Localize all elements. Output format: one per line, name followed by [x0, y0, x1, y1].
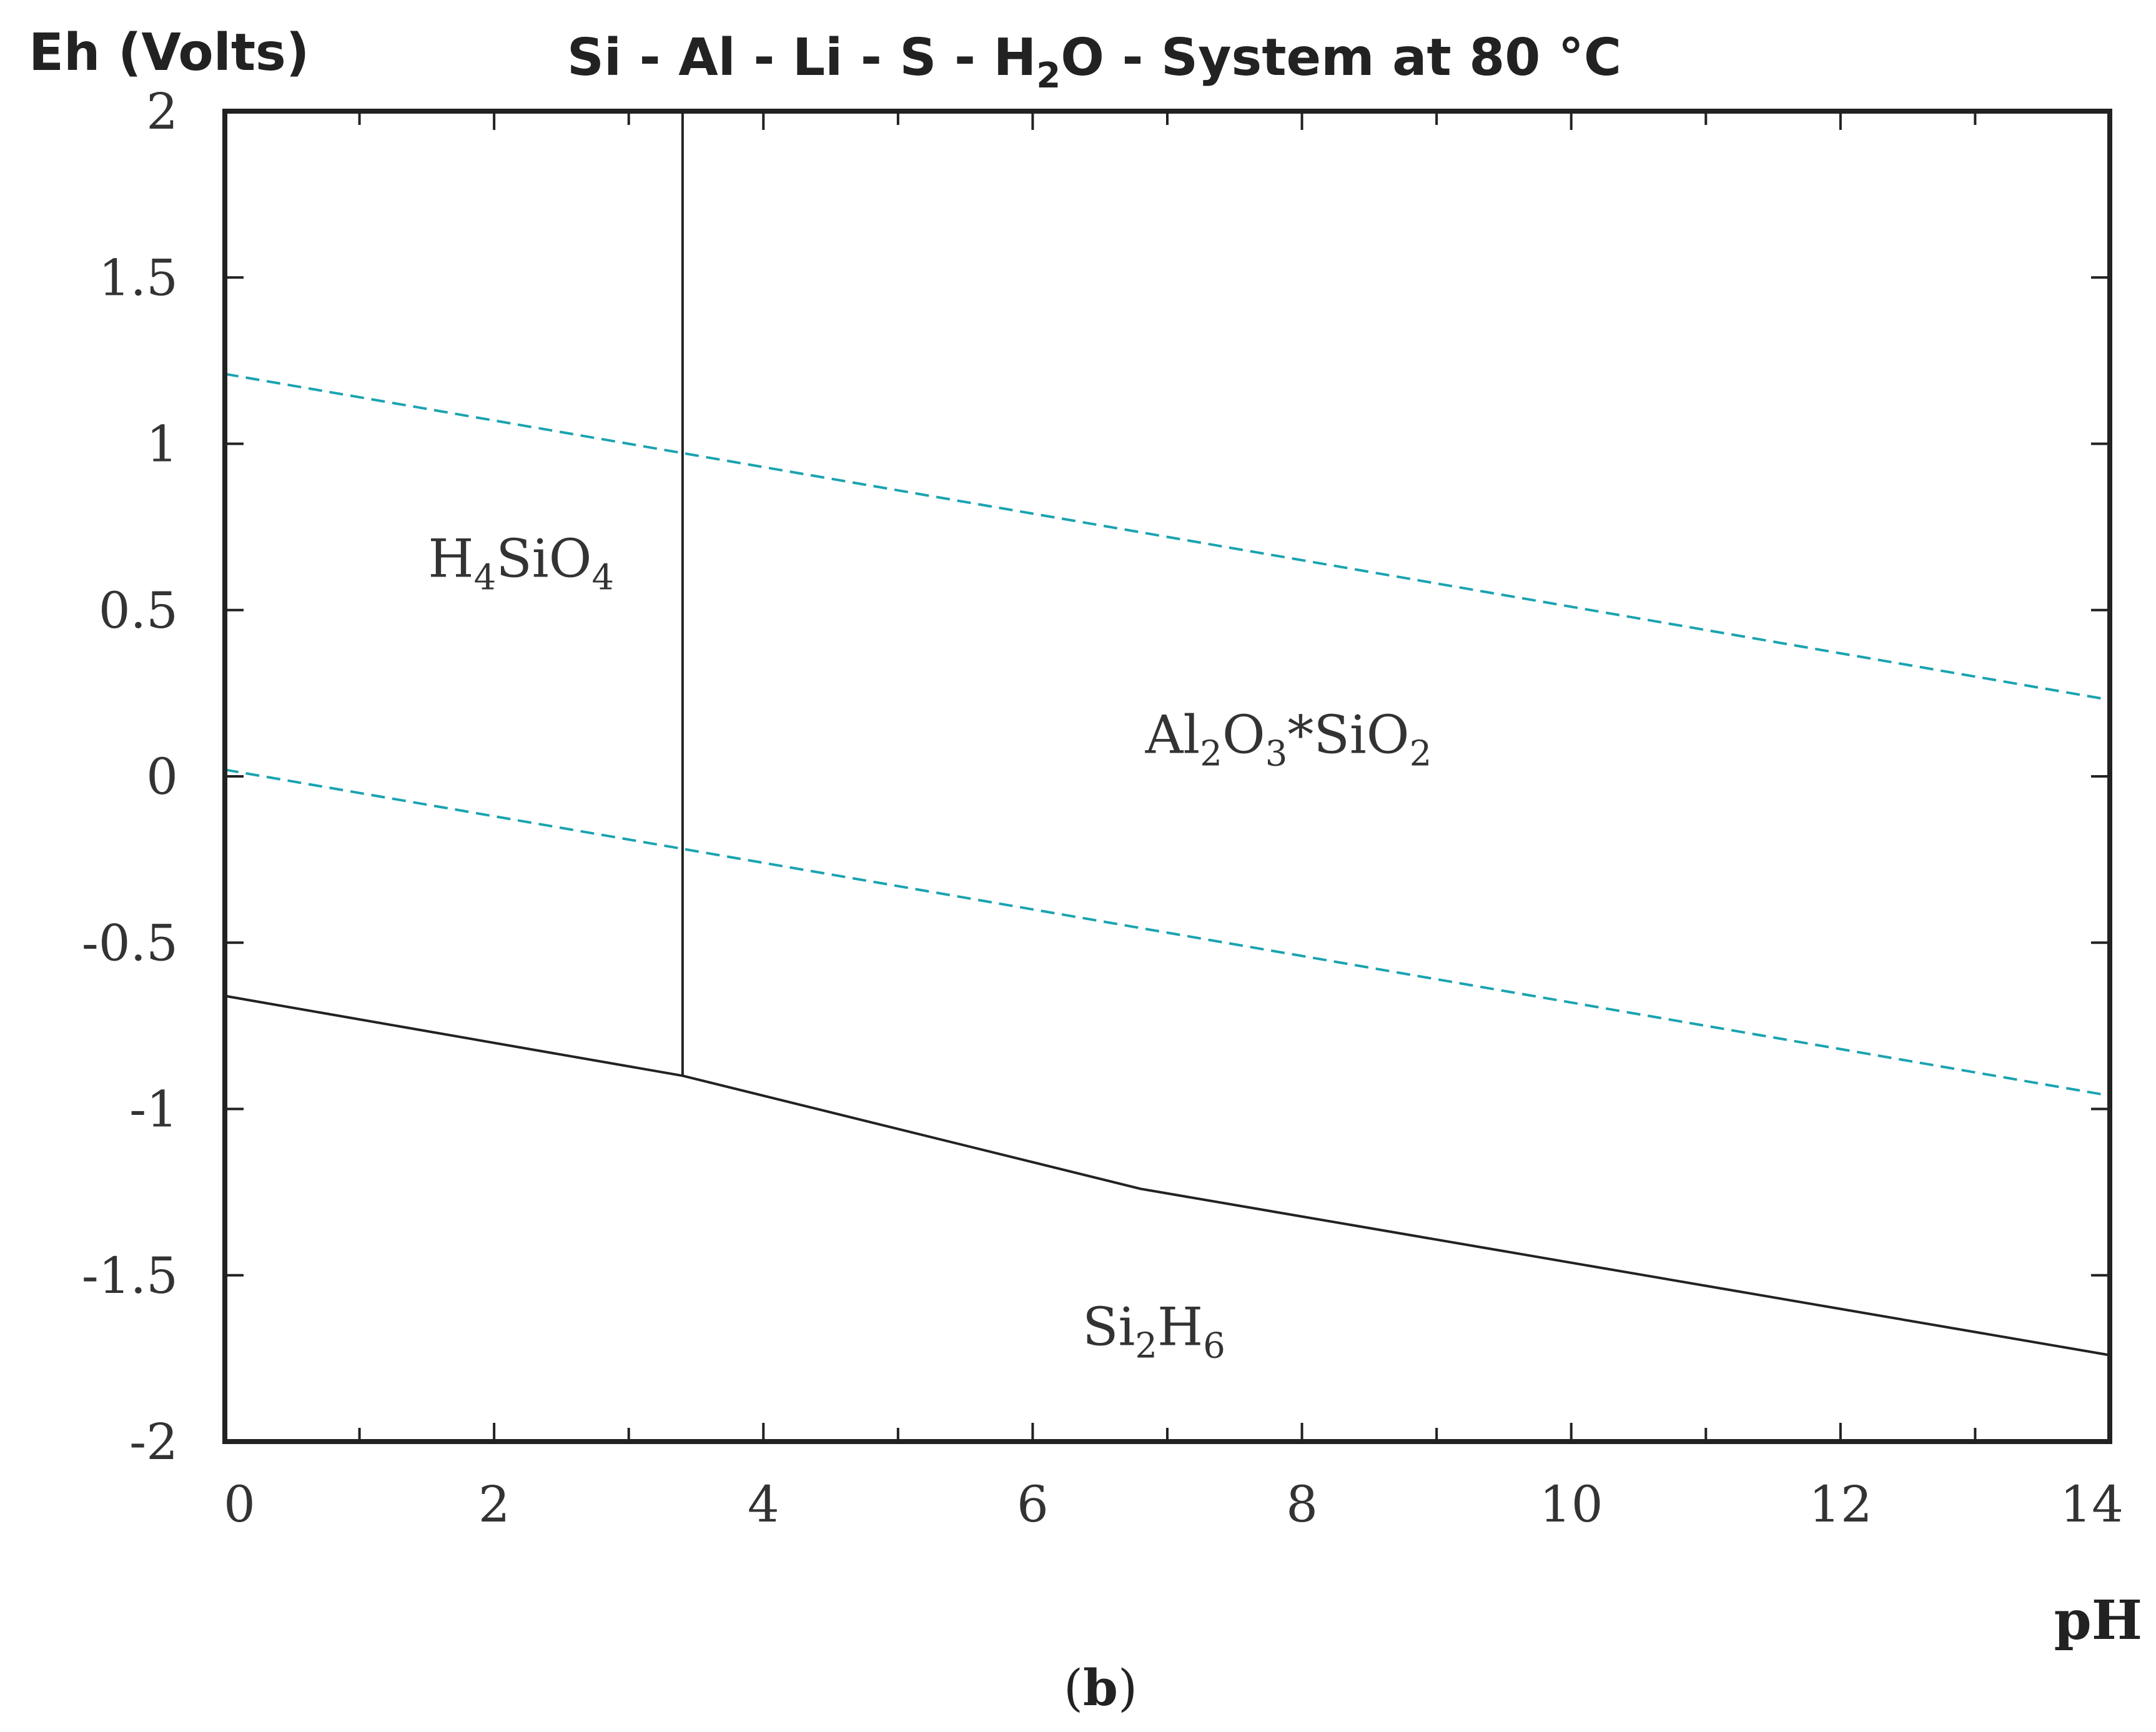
x-tick-label: 12: [1809, 1475, 1872, 1533]
region-label: Al2O3*SiO2: [1145, 705, 1432, 774]
chart-title-text-segment: 2: [1036, 56, 1061, 96]
x-tick-label: 14: [2060, 1475, 2124, 1533]
region-label-segment: H: [428, 528, 473, 590]
y-tick-label: 0: [146, 748, 178, 806]
x-axis-label: pH: [2054, 1589, 2142, 1652]
chart-title-text-segment: Si - Al - Li - S - H: [567, 28, 1036, 87]
series-layer: [224, 111, 2110, 1357]
region-label-segment: H: [1157, 1297, 1203, 1358]
x-tick-label: 2: [478, 1475, 510, 1533]
region-label-segment: 2: [1410, 734, 1432, 774]
caption-open-paren: (: [1064, 1659, 1083, 1717]
plot-frame: [222, 109, 2112, 1444]
x-tick-label: 8: [1286, 1475, 1318, 1533]
y-tick-label: 2: [146, 82, 178, 141]
region-label: Si2H6: [1082, 1297, 1225, 1367]
caption-letter: b: [1083, 1658, 1118, 1717]
water-stability-line: [224, 372, 2110, 701]
region-label-segment: 6: [1203, 1326, 1225, 1367]
region-label-segment: 4: [592, 558, 615, 598]
x-tick-label: 4: [748, 1475, 779, 1533]
y-axis-label: Eh (Volts): [29, 23, 309, 82]
y-tick-label: 1.5: [99, 249, 178, 307]
ticks-layer: [224, 110, 2111, 1443]
x-tick-label: 6: [1017, 1475, 1049, 1533]
chart-title-text: Si - Al - Li - S - H2O - System at 80 °C: [567, 28, 1621, 96]
region-label-segment: 3: [1265, 734, 1288, 774]
region-label-segment: 2: [1200, 734, 1222, 774]
chart-title: Si - Al - Li - S - H2O - System at 80 °C: [567, 28, 1621, 96]
region-label-segment: 4: [474, 558, 497, 598]
region-label-segment: 2: [1135, 1326, 1157, 1367]
region-label-segment: O: [1222, 705, 1265, 766]
y-tick-label: -1: [129, 1081, 178, 1139]
region-label-segment: Al: [1145, 705, 1200, 766]
chart-title-text-segment: O - System at 80 °C: [1061, 28, 1621, 87]
y-tick-label: -2: [129, 1413, 178, 1471]
y-tick-label: 0.5: [99, 581, 178, 640]
y-tick-label: 1: [146, 415, 178, 473]
y-tick-label: -0.5: [82, 914, 178, 972]
phase-boundary-line: [224, 994, 2110, 1357]
region-label-segment: Si: [1082, 1297, 1135, 1358]
labels-layer: 0 2 4 6 8 10 12 14-2-1.5-1-0.500.511.52H4SiO4Al…: [82, 82, 2124, 1533]
caption-close-paren: ): [1118, 1659, 1137, 1717]
x-tick-label: 10: [1540, 1475, 1603, 1533]
water-stability-line: [224, 768, 2110, 1097]
y-tick-label: -1.5: [82, 1247, 178, 1305]
region-label-segment: *SiO: [1287, 705, 1409, 766]
figure-caption: (b): [1064, 1658, 1137, 1717]
x-tick-label: 0: [224, 1475, 255, 1533]
region-label-segment: SiO: [496, 528, 591, 590]
region-label: H4SiO4: [428, 528, 614, 598]
